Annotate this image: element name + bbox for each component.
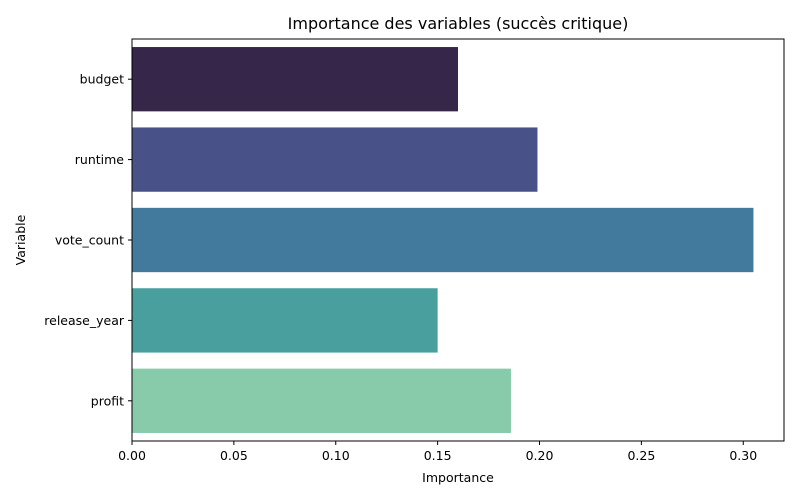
x-axis-label: Importance: [422, 470, 494, 485]
y-axis-ticks: budget runtime vote_count release_yearprofi…: [44, 72, 132, 408]
x-tick-label: 0.10: [322, 448, 350, 463]
y-tick-label-release-year: release_year: [44, 313, 125, 328]
y-tick-label-runtime: runtime: [75, 152, 125, 167]
y-tick-label-vote-count: vote_count: [55, 233, 124, 248]
y-axis-label: Variable: [13, 214, 28, 265]
bar-profit: [132, 368, 511, 433]
x-axis-ticks: 0.00 0.05 0.10 0.15 0.20 0.25 0.30: [118, 441, 757, 463]
y-tick-label-budget: budget: [80, 72, 124, 87]
y-tick-label-profit: profit: [91, 393, 124, 408]
bar-budget: [132, 47, 458, 112]
x-tick-label: 0.05: [220, 448, 248, 463]
x-tick-label: 0.25: [627, 448, 655, 463]
plot-area-frame: [131, 38, 785, 442]
x-tick-label: 0.30: [729, 448, 757, 463]
x-tick-label: 0.20: [526, 448, 554, 463]
x-tick-label: 0.15: [424, 448, 452, 463]
bar-runtime: [132, 127, 538, 192]
bar-vote-count: [132, 207, 754, 273]
bar-release-year: [132, 288, 438, 353]
chart-title: Importance des variables (succès critiqu…: [288, 14, 629, 33]
bars-group: [132, 47, 754, 433]
x-tick-label: 0.00: [118, 448, 146, 463]
